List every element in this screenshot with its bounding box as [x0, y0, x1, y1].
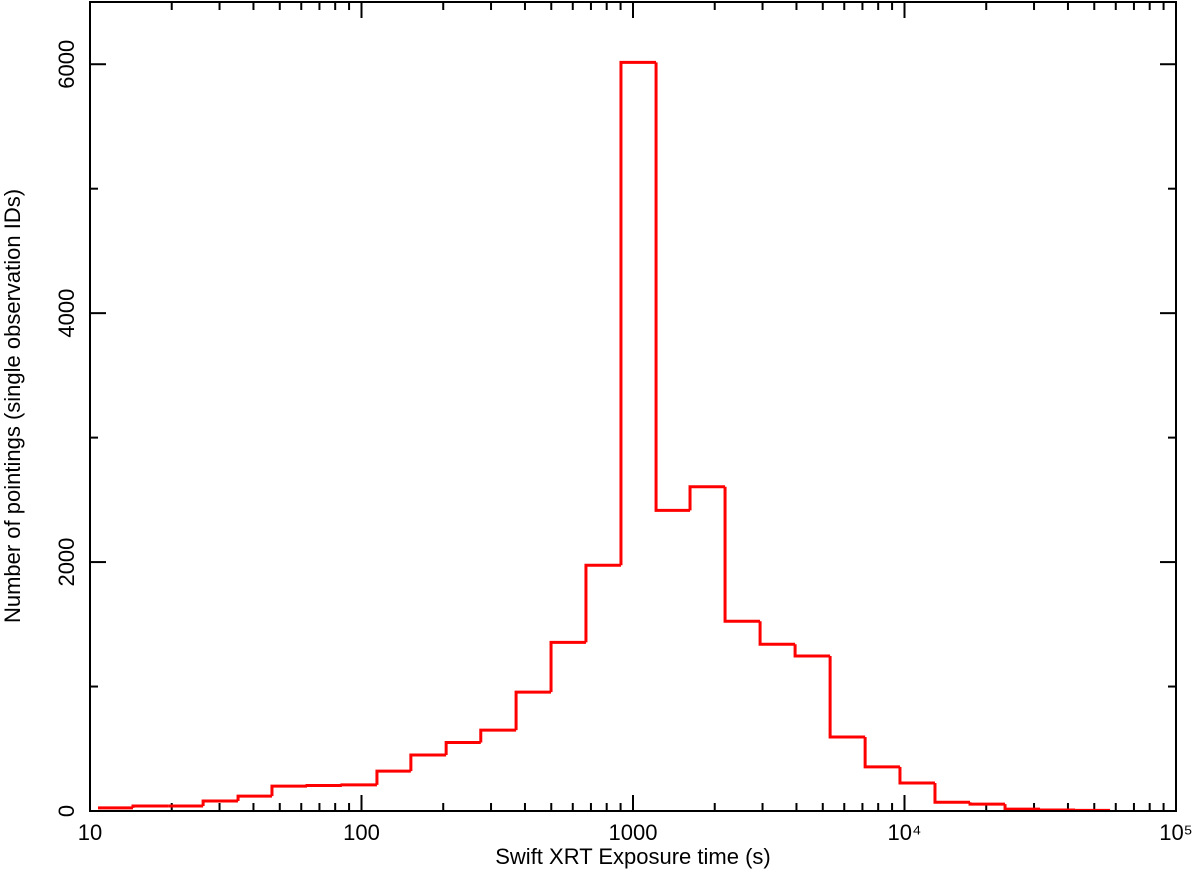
histogram-bin: [409, 753, 447, 772]
histogram-bin: [828, 656, 866, 739]
histogram-bin: [305, 783, 342, 787]
histogram-bin: [584, 563, 621, 643]
histogram-bin: [723, 486, 761, 623]
histogram-bin: [375, 769, 411, 785]
histogram-bin: [793, 644, 831, 658]
histogram-bin: [131, 804, 169, 808]
histogram-bin: [236, 794, 272, 802]
histogram-bin: [270, 784, 308, 797]
x-axis-label: Swift XRT Exposure time (s): [495, 844, 770, 869]
x-tick-label: 10: [78, 820, 102, 845]
y-tick-label: 6000: [54, 40, 79, 89]
histogram-bin: [968, 802, 1006, 806]
histogram-bin: [898, 766, 935, 785]
histogram-bin: [1003, 804, 1041, 811]
y-tick-label: 0: [54, 805, 79, 817]
y-axis-label: Number of pointings (single observation …: [0, 189, 25, 623]
y-tick-label: 4000: [54, 289, 79, 338]
histogram-bin: [758, 621, 796, 646]
histogram-bin: [654, 62, 691, 512]
histogram-bin: [340, 783, 377, 787]
histogram-bin: [549, 640, 586, 693]
x-tick-label: 10⁵: [1159, 820, 1193, 845]
histogram-bin: [514, 690, 552, 731]
histogram-bin: [863, 736, 900, 769]
histogram-bin: [619, 60, 657, 566]
x-tick-label: 100: [343, 820, 380, 845]
histogram-bin: [933, 782, 971, 804]
x-tick-label: 10⁴: [888, 820, 922, 845]
histogram-bin: [201, 799, 239, 807]
histogram-bin: [1038, 808, 1076, 812]
histogram-bin: [444, 741, 481, 755]
histogram-bin: [688, 485, 726, 511]
histogram-bin: [479, 728, 517, 743]
x-tick-label: 1000: [609, 820, 658, 845]
plot-frame: [89, 1, 1177, 812]
y-tick-label: 2000: [54, 538, 79, 587]
